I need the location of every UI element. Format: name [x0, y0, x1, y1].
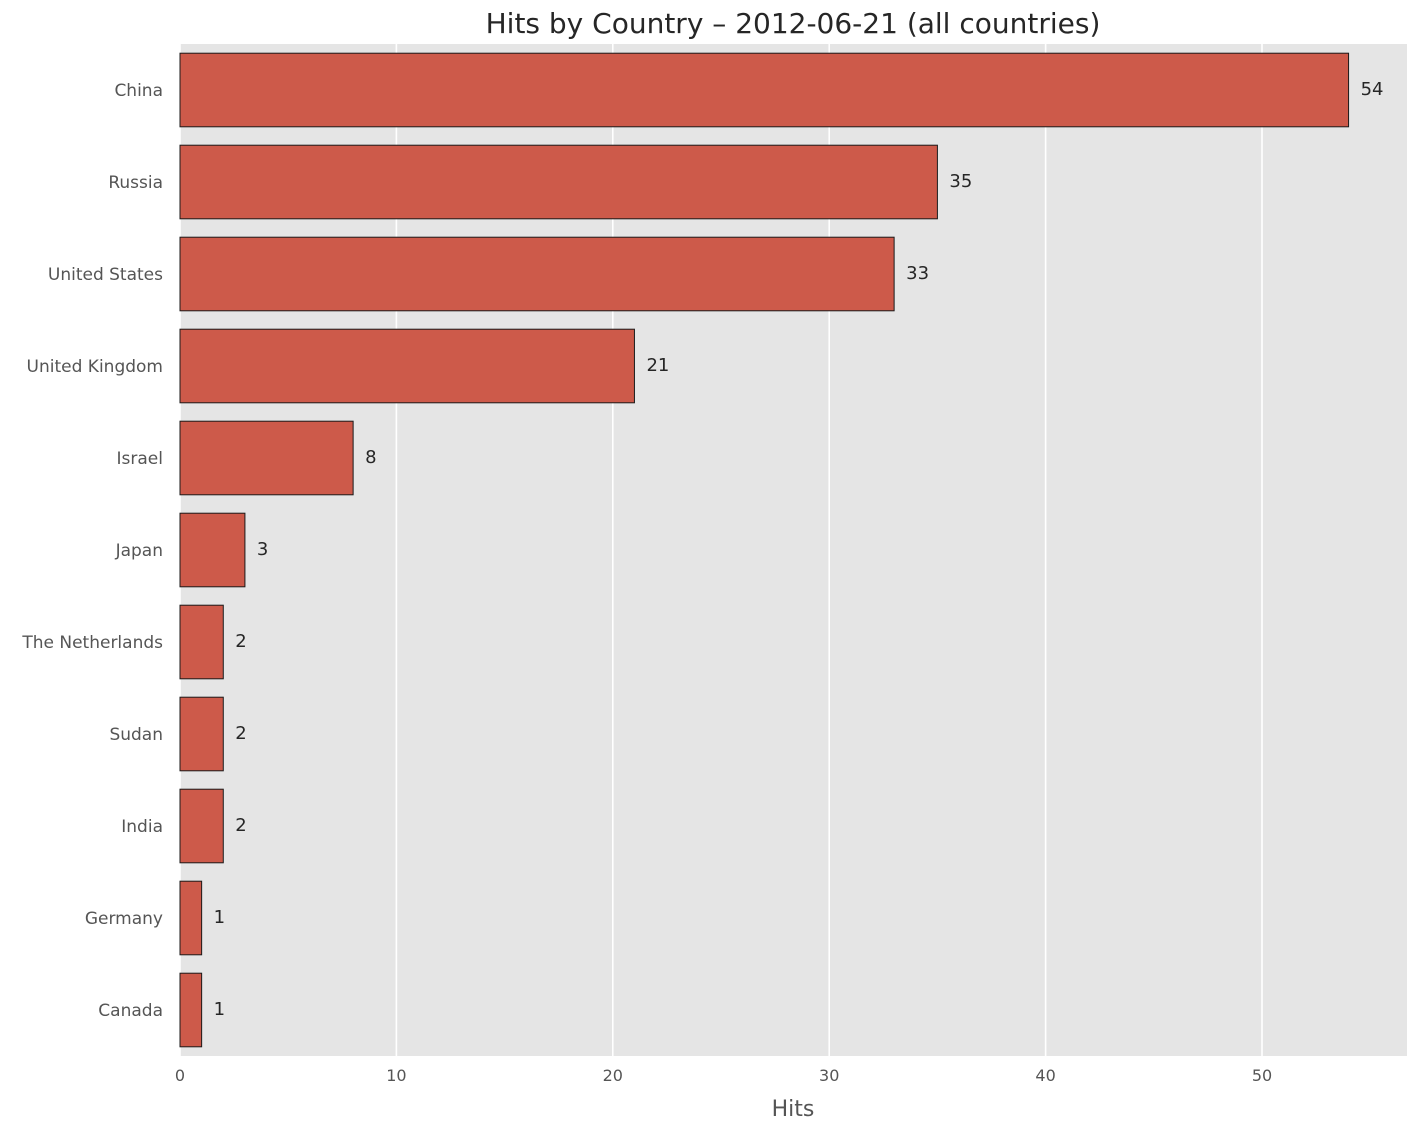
category-label: Israel	[117, 449, 163, 469]
data-label: 2	[235, 815, 246, 836]
data-label: 54	[1361, 79, 1384, 100]
data-label: 8	[365, 447, 376, 468]
x-tick-label: 50	[1252, 1066, 1272, 1085]
data-label: 35	[949, 171, 972, 192]
category-label: Russia	[108, 173, 163, 193]
x-tick-labels: 0 10 20 30 40 50	[175, 1066, 1272, 1085]
data-label: 1	[214, 999, 225, 1020]
bar	[179, 420, 354, 496]
data-label: 2	[235, 631, 246, 652]
x-tick-label: 20	[603, 1066, 623, 1085]
category-label: Canada	[98, 1001, 163, 1021]
category-label: United States	[48, 265, 163, 285]
data-label: 3	[257, 539, 268, 560]
x-tick-label: 0	[175, 1066, 185, 1085]
bar	[179, 236, 895, 312]
x-tick-label: 10	[386, 1066, 406, 1085]
bar	[179, 696, 224, 772]
bar	[179, 604, 224, 680]
x-tick-label: 40	[1035, 1066, 1055, 1085]
bar	[179, 788, 224, 864]
x-axis-label: Hits	[772, 1097, 815, 1122]
category-label: Germany	[85, 909, 163, 929]
chart-title: Hits by Country – 2012-06-21 (all countr…	[486, 7, 1101, 40]
category-label: India	[121, 817, 163, 837]
data-label: 21	[646, 355, 669, 376]
category-label: Japan	[115, 541, 163, 561]
category-labels: China Russia United States United Kingdom Is…	[21, 81, 163, 1021]
category-label: Sudan	[109, 725, 163, 745]
bar	[179, 144, 938, 220]
category-label: China	[114, 81, 163, 101]
category-label: United Kingdom	[27, 357, 163, 377]
bar	[179, 52, 1350, 128]
data-label: 33	[906, 263, 929, 284]
bars	[179, 52, 1350, 1048]
bar	[179, 972, 203, 1048]
bar	[179, 328, 635, 404]
x-tick-label: 30	[819, 1066, 839, 1085]
bar	[179, 880, 203, 956]
category-label: The Netherlands	[21, 633, 163, 653]
data-label: 1	[214, 907, 225, 928]
bar	[179, 512, 246, 588]
data-label: 2	[235, 723, 246, 744]
